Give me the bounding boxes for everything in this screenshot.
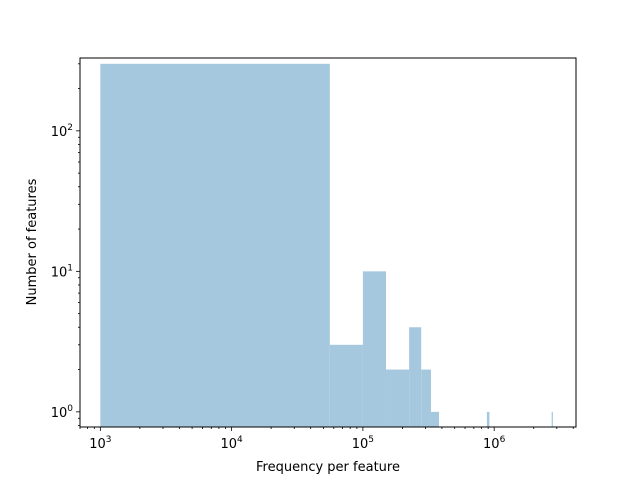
major-ticks-group: 103 104 105 106 100 101 102: [51, 123, 506, 452]
x-axis-label: Frequency per feature: [256, 460, 400, 475]
x-tick-label-2: 105: [352, 435, 374, 452]
x-tick-label-1: 104: [220, 435, 243, 452]
bars-group: [100, 63, 553, 427]
histogram-bar-5: [421, 369, 431, 427]
histogram-bar-3: [386, 369, 410, 427]
plot-frame: [79, 57, 577, 428]
histogram-bar-2: [362, 271, 387, 427]
histogram-bar-1: [329, 344, 363, 427]
histogram-bar-0: [100, 63, 330, 427]
x-tick-label-3: 106: [483, 435, 506, 452]
y-tick-label-2: 102: [51, 123, 73, 140]
x-tick-label-0: 103: [89, 435, 111, 452]
y-tick-label-1: 101: [51, 263, 73, 280]
histogram-bar-8: [551, 411, 553, 427]
histogram-bar-6: [430, 411, 440, 427]
y-axis-label: Number of features: [25, 178, 40, 305]
histogram-bar-7: [486, 411, 490, 427]
histogram-bar-4: [409, 327, 422, 427]
y-tick-label-0: 100: [51, 404, 74, 421]
